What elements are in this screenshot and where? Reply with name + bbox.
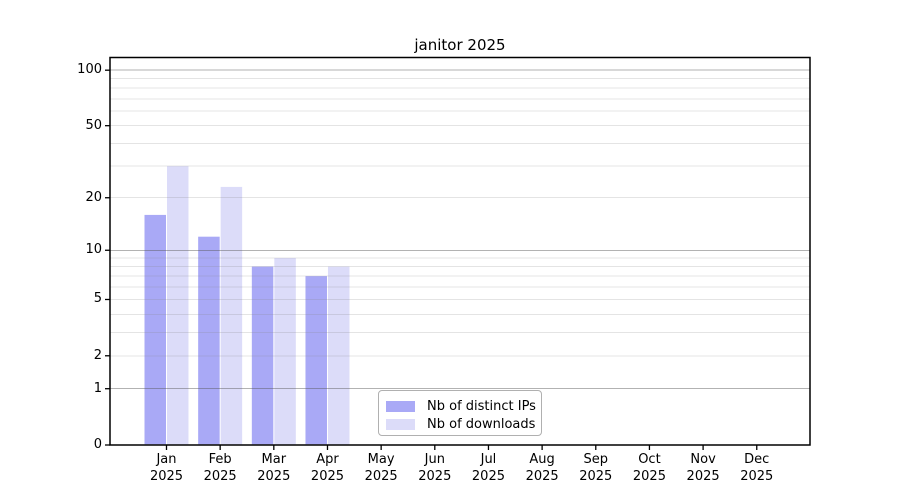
- x-tick-label-jan: Jan 2025: [149, 452, 184, 484]
- bar-downloads-apr: [327, 266, 350, 445]
- bar-downloads-jan: [167, 166, 189, 445]
- legend-label-downloads: Nb of downloads: [427, 416, 536, 432]
- legend-item-downloads: Nb of downloads: [386, 416, 536, 432]
- x-tick-label-dec: Dec 2025: [740, 452, 774, 484]
- bar-downloads-feb: [220, 186, 243, 445]
- legend-swatch-distinct-ips: [386, 400, 415, 412]
- legend: Nb of distinct IPs Nb of downloads: [378, 390, 542, 436]
- x-tick-label-oct: Oct 2025: [632, 452, 666, 484]
- x-tick-label-mar: Mar 2025: [257, 452, 291, 484]
- y-tick-label-50: 50: [85, 117, 102, 133]
- y-tick-label-2: 2: [93, 347, 102, 363]
- y-tick-label-10: 10: [85, 242, 102, 258]
- legend-swatch-downloads: [386, 418, 415, 430]
- bar-distinct-ips-jan: [144, 214, 166, 445]
- chart-title: janitor 2025: [414, 36, 506, 54]
- y-tick-label-0: 0: [93, 437, 102, 452]
- y-tick-label-1: 1: [93, 380, 102, 396]
- y-tick-label-5: 5: [93, 291, 102, 307]
- plot-border: [109, 56, 811, 446]
- x-tick-label-may: May 2025: [364, 452, 398, 484]
- bar-distinct-ips-mar: [251, 266, 274, 445]
- legend-item-distinct-ips: Nb of distinct IPs: [386, 398, 536, 414]
- x-tick-label-jul: Jul 2025: [471, 452, 505, 484]
- x-tick-label-aug: Aug 2025: [525, 452, 559, 484]
- bar-distinct-ips-feb: [198, 236, 220, 445]
- x-tick-label-apr: Apr 2025: [310, 452, 345, 484]
- y-tick-label-100: 100: [77, 62, 102, 78]
- bar-distinct-ips-apr: [305, 276, 327, 445]
- y-tick-label-20: 20: [85, 189, 102, 205]
- x-tick-label-nov: Nov 2025: [686, 452, 720, 484]
- x-tick-label-sep: Sep 2025: [579, 452, 613, 484]
- legend-label-distinct-ips: Nb of distinct IPs: [427, 398, 536, 414]
- x-tick-label-jun: Jun 2025: [418, 452, 452, 484]
- bar-downloads-mar: [274, 258, 296, 445]
- x-tick-label-feb: Feb 2025: [203, 452, 237, 484]
